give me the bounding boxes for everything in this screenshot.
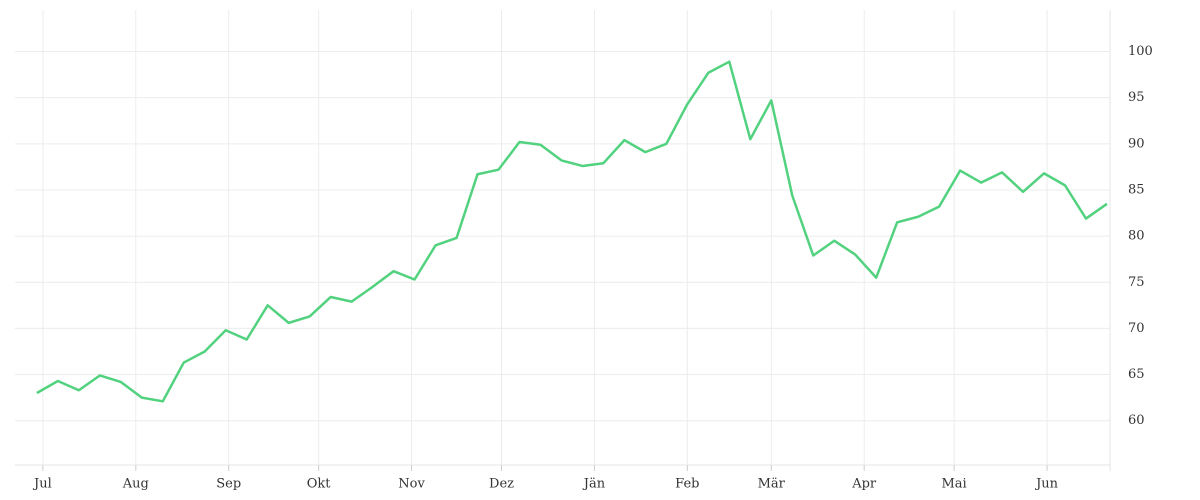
y-tick-label: 90 <box>1128 136 1145 151</box>
x-tick-label: Apr <box>851 477 877 492</box>
x-tick-label: Mär <box>758 477 786 492</box>
x-tick-label: Jul <box>32 477 52 492</box>
y-tick-label: 95 <box>1128 90 1145 105</box>
x-tick-label: Jun <box>1034 477 1059 492</box>
y-tick-label: 70 <box>1128 321 1145 336</box>
y-tick-label: 100 <box>1128 44 1153 59</box>
x-tick-label: Sep <box>216 477 241 492</box>
y-tick-label: 65 <box>1128 367 1145 382</box>
y-tick-label: 60 <box>1128 413 1145 428</box>
x-tick-label: Aug <box>122 477 149 492</box>
x-tick-label: Jän <box>582 477 606 492</box>
data-line <box>36 60 1108 403</box>
x-tick-label: Feb <box>675 477 699 492</box>
x-tick-label: Nov <box>398 477 425 492</box>
y-tick-label: 85 <box>1128 182 1145 197</box>
y-tick-label: 80 <box>1128 229 1145 244</box>
x-tick-label: Dez <box>489 477 514 492</box>
x-tick-label: Mai <box>942 477 967 492</box>
x-tick-label: Okt <box>307 477 332 492</box>
y-tick-label: 75 <box>1128 275 1145 290</box>
